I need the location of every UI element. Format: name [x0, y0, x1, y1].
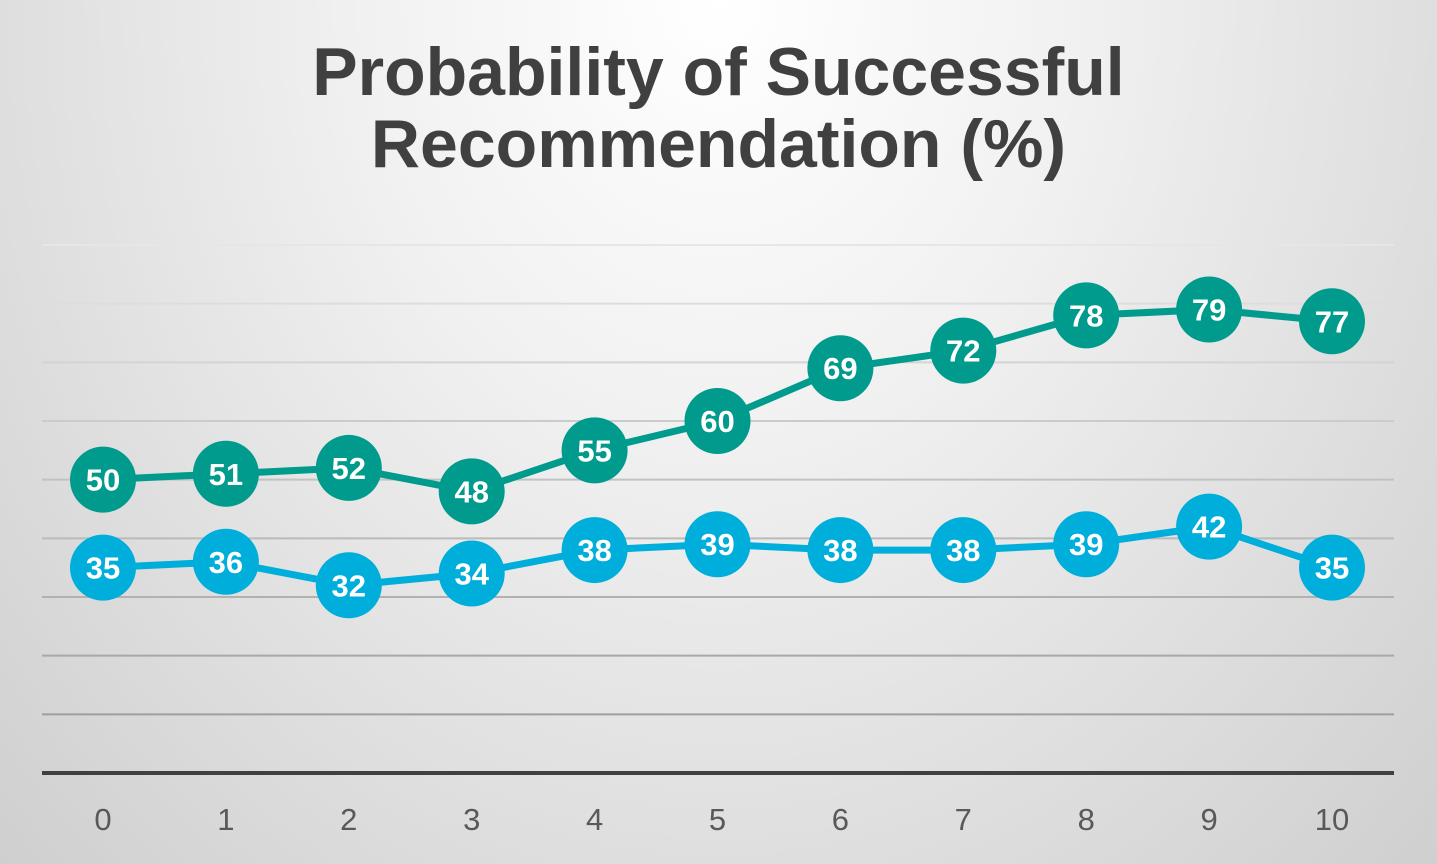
data-point — [561, 417, 628, 484]
data-point — [315, 434, 382, 501]
data-point — [1176, 493, 1243, 560]
data-point — [315, 552, 382, 619]
data-point — [70, 534, 136, 601]
data-label: 60 — [700, 404, 734, 439]
data-label: 38 — [577, 533, 611, 568]
data-point — [192, 528, 259, 595]
data-point — [1053, 511, 1120, 578]
data-label: 36 — [209, 545, 243, 580]
data-label: 55 — [577, 433, 611, 468]
data-label: 77 — [1315, 304, 1349, 339]
x-tick-label: 0 — [94, 802, 111, 837]
data-label: 78 — [1069, 298, 1103, 333]
data-label: 35 — [1315, 551, 1349, 586]
x-tick-label: 3 — [463, 802, 480, 837]
x-tick-label: 10 — [1315, 802, 1349, 837]
data-label: 50 — [86, 463, 120, 498]
data-label: 51 — [209, 457, 243, 492]
chart-title: Probability of Successful Recommendation… — [0, 36, 1437, 180]
data-point — [807, 517, 874, 584]
data-point — [684, 511, 751, 578]
data-point — [70, 446, 136, 513]
x-tick-label: 4 — [586, 802, 603, 837]
x-tick-label: 1 — [217, 802, 234, 837]
data-label: 34 — [454, 557, 489, 592]
x-tick-label: 5 — [709, 802, 726, 837]
data-point — [1299, 288, 1365, 355]
x-tick-label: 2 — [340, 802, 357, 837]
data-point — [930, 517, 997, 584]
x-tick-label: 6 — [832, 802, 849, 837]
data-point — [1053, 282, 1120, 349]
data-point — [930, 317, 997, 384]
data-label: 42 — [1192, 510, 1226, 545]
data-point — [438, 540, 505, 607]
data-point — [192, 440, 259, 507]
data-point — [807, 335, 874, 402]
x-tick-label: 7 — [955, 802, 972, 837]
data-point — [684, 388, 751, 454]
data-label: 32 — [332, 568, 366, 603]
data-label: 39 — [700, 527, 734, 562]
data-label: 35 — [86, 551, 120, 586]
x-tick-label: 9 — [1200, 802, 1217, 837]
x-tick-label: 8 — [1078, 802, 1095, 837]
data-label: 38 — [946, 533, 980, 568]
data-label: 38 — [823, 533, 857, 568]
data-label: 48 — [454, 474, 488, 509]
chart-title-line-1: Probability of Successful — [312, 34, 1125, 110]
data-point — [561, 517, 628, 584]
data-point — [438, 458, 505, 525]
data-label: 52 — [332, 451, 366, 486]
data-label: 72 — [946, 334, 980, 369]
data-label: 39 — [1069, 527, 1103, 562]
data-label: 69 — [823, 351, 857, 386]
chart-title-line-2: Recommendation (%) — [370, 106, 1067, 183]
data-point — [1176, 276, 1243, 343]
data-label: 79 — [1192, 293, 1226, 328]
data-point — [1299, 534, 1365, 601]
